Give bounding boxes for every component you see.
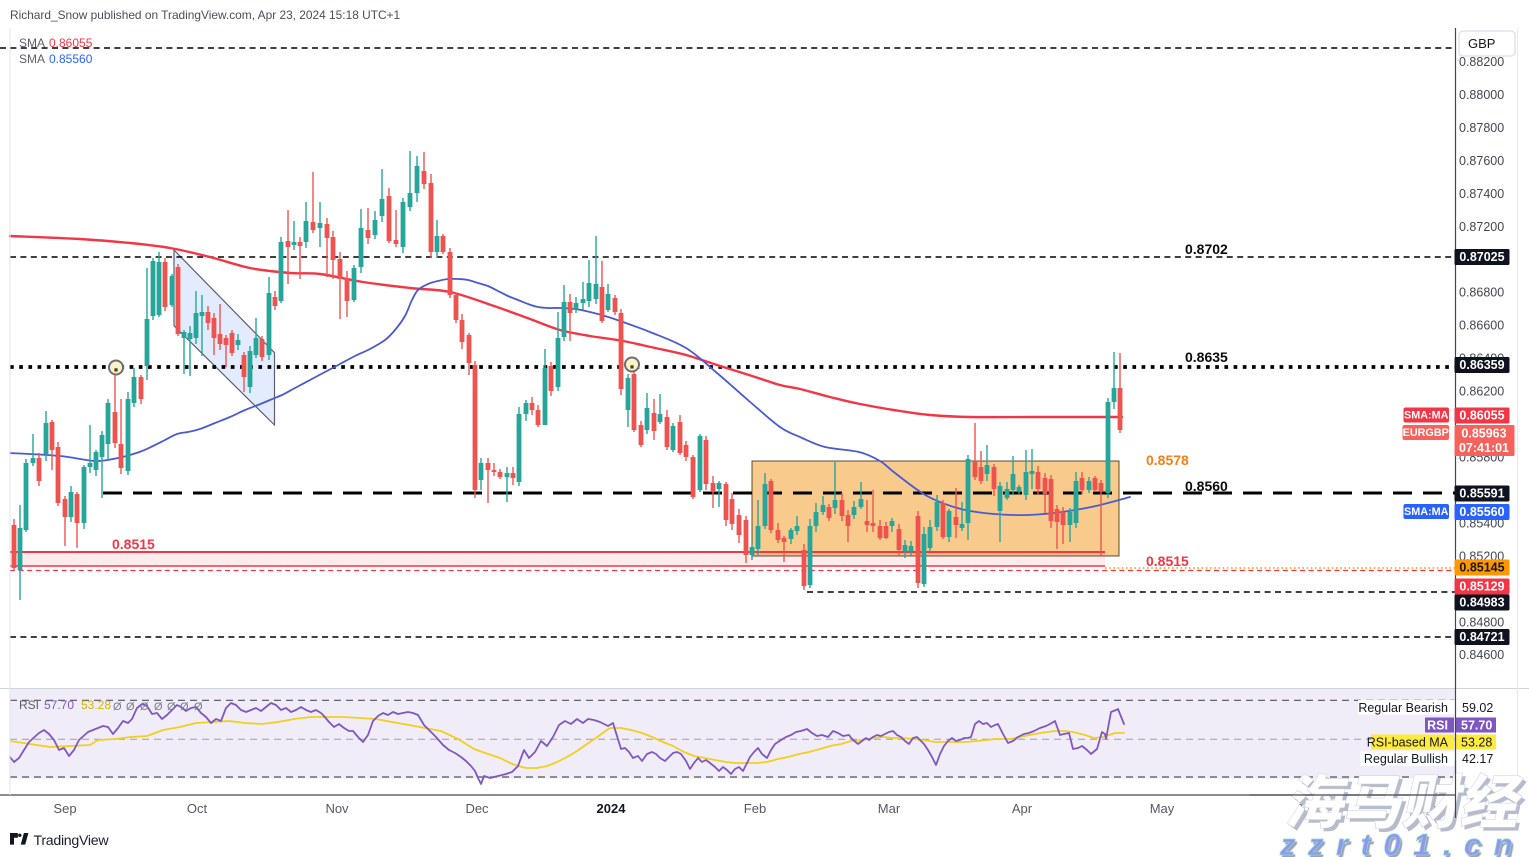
svg-text:0.84721: 0.84721	[1459, 630, 1504, 644]
svg-text:0.8635: 0.8635	[1185, 349, 1228, 365]
svg-text:0.88000: 0.88000	[1459, 88, 1504, 102]
svg-text:Sep: Sep	[53, 801, 76, 816]
svg-text:0.84600: 0.84600	[1459, 648, 1504, 662]
svg-text:0.88200: 0.88200	[1459, 55, 1504, 69]
svg-text:0.86600: 0.86600	[1459, 319, 1504, 333]
svg-text:0.8702: 0.8702	[1185, 241, 1228, 257]
svg-text:0.84983: 0.84983	[1459, 596, 1504, 610]
svg-text:Regular Bearish: Regular Bearish	[1358, 701, 1448, 715]
svg-text:0.85560: 0.85560	[49, 52, 93, 66]
svg-text:0.86800: 0.86800	[1459, 286, 1504, 300]
svg-text:0.85560: 0.85560	[1459, 505, 1504, 519]
svg-text:0.87200: 0.87200	[1459, 220, 1504, 234]
svg-text:0.86359: 0.86359	[1459, 358, 1504, 372]
svg-text:RSI-based MA: RSI-based MA	[1367, 736, 1449, 750]
svg-text:0.85963: 0.85963	[1461, 427, 1506, 441]
svg-text:Apr: Apr	[1012, 801, 1033, 816]
svg-text:0.8578: 0.8578	[1146, 452, 1189, 468]
svg-text:Ø: Ø	[126, 701, 135, 713]
svg-text:0.8515: 0.8515	[1146, 553, 1189, 569]
svg-text:EURGBP: EURGBP	[1403, 427, 1449, 439]
svg-text:0.85129: 0.85129	[1459, 580, 1504, 594]
svg-text:TradingView: TradingView	[34, 833, 110, 849]
svg-text:Nov: Nov	[325, 801, 349, 816]
svg-text:2024: 2024	[597, 801, 627, 816]
svg-text:0.86055: 0.86055	[49, 36, 93, 50]
svg-text:0.87400: 0.87400	[1459, 187, 1504, 201]
svg-text:0.8515: 0.8515	[112, 536, 155, 552]
svg-text:Mar: Mar	[878, 801, 901, 816]
svg-text:0.87600: 0.87600	[1459, 154, 1504, 168]
svg-text:0.87025: 0.87025	[1459, 250, 1504, 264]
svg-text:53.28: 53.28	[81, 698, 111, 712]
svg-text:07:41:01: 07:41:01	[1459, 441, 1509, 455]
svg-text:RSI: RSI	[19, 698, 39, 712]
svg-text:RSI: RSI	[1427, 719, 1448, 733]
svg-text:0.86055: 0.86055	[1459, 409, 1504, 423]
svg-text:Ø: Ø	[154, 701, 163, 713]
svg-text:0.87800: 0.87800	[1459, 121, 1504, 135]
svg-text:Regular Bullish: Regular Bullish	[1364, 752, 1448, 766]
svg-text:0.85591: 0.85591	[1459, 487, 1504, 501]
svg-text:SMA:MA: SMA:MA	[1404, 410, 1449, 422]
svg-text:May: May	[1150, 801, 1175, 816]
svg-text:SMA:MA: SMA:MA	[1404, 506, 1449, 518]
svg-text:Ø: Ø	[167, 701, 176, 713]
svg-text:Feb: Feb	[744, 801, 766, 816]
svg-text:59.02: 59.02	[1462, 701, 1493, 715]
svg-text:0.8560: 0.8560	[1185, 478, 1228, 494]
svg-text:Richard_Snow published on Trad: Richard_Snow published on TradingView.co…	[10, 8, 400, 22]
svg-text:Oct: Oct	[187, 801, 208, 816]
svg-text:SMA: SMA	[19, 52, 45, 66]
svg-text:Ø: Ø	[140, 701, 149, 713]
svg-text:53.28: 53.28	[1461, 736, 1492, 750]
svg-text:0.86200: 0.86200	[1459, 385, 1504, 399]
svg-text:42.17: 42.17	[1462, 752, 1493, 766]
svg-text:SMA: SMA	[19, 36, 45, 50]
svg-text:GBP: GBP	[1468, 36, 1495, 51]
svg-text:Ø: Ø	[113, 701, 122, 713]
svg-text:Ø: Ø	[194, 701, 203, 713]
svg-text:57.70: 57.70	[1461, 719, 1492, 733]
svg-text:0.85145: 0.85145	[1459, 561, 1504, 575]
svg-text:Ø: Ø	[180, 701, 189, 713]
svg-text:0.84800: 0.84800	[1459, 615, 1504, 629]
svg-text:57.70: 57.70	[44, 698, 74, 712]
svg-text:Dec: Dec	[465, 801, 489, 816]
